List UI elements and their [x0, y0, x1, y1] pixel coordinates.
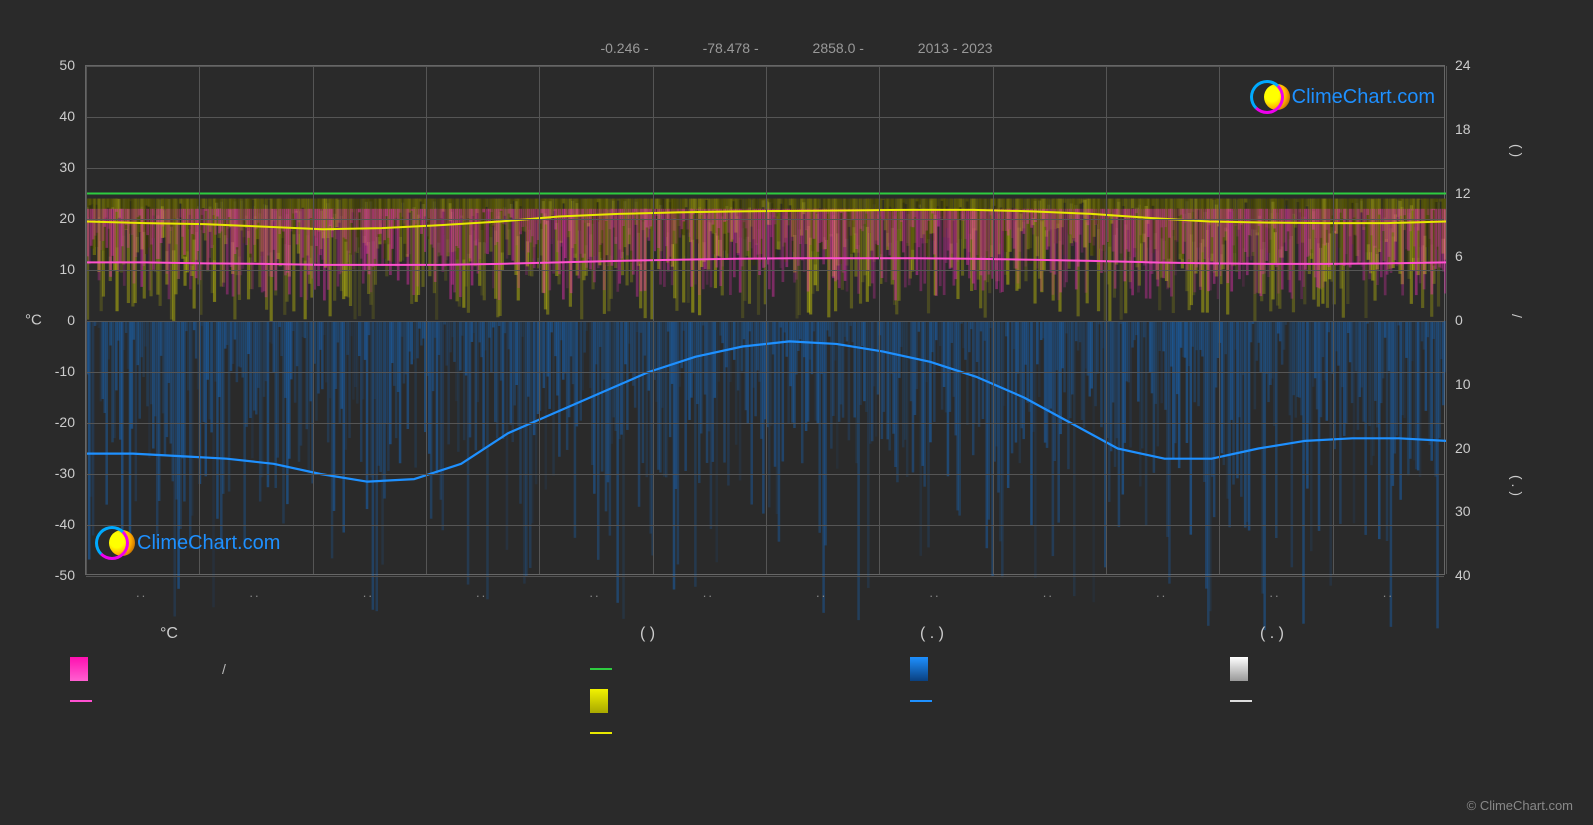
swatch-blue-line	[910, 700, 932, 702]
y-tick-left: 30	[35, 159, 75, 175]
legend-sun-actual	[590, 722, 870, 744]
y-tick-left: 0	[35, 312, 75, 328]
legend-snow-bar	[1230, 658, 1470, 680]
logo-icon	[95, 526, 129, 560]
y-tick-left: 10	[35, 261, 75, 277]
legend-snow-line	[1230, 690, 1470, 712]
x-tick: ..	[1156, 585, 1167, 600]
line-layer	[86, 66, 1444, 574]
x-tick: ..	[476, 585, 487, 600]
plot-area	[85, 65, 1445, 575]
legend-precip-bar	[910, 658, 1190, 680]
y-tick-left: 20	[35, 210, 75, 226]
legend-header-precip: ( . )	[790, 625, 1110, 643]
y-tick-left: -40	[35, 516, 75, 532]
x-tick: ..	[1043, 585, 1054, 600]
y-tick-right: 40	[1455, 567, 1495, 583]
y-tick-right: 10	[1455, 376, 1495, 392]
swatch-green-line	[590, 668, 612, 670]
legend-header-sun: ( )	[510, 625, 790, 643]
brand-logo-bottom: ClimeChart.com	[95, 526, 280, 560]
y-tick-left: 40	[35, 108, 75, 124]
right-unit-3: ( . )	[1509, 475, 1525, 496]
y-tick-right: 24	[1455, 57, 1495, 73]
header-lon: -78.478 -	[703, 40, 759, 56]
swatch-yellow	[590, 689, 608, 713]
x-tick: ..	[816, 585, 827, 600]
logo-icon	[1250, 80, 1284, 114]
x-tick: ..	[703, 585, 714, 600]
right-unit-1: ( )	[1509, 144, 1525, 157]
chart-header: -0.246 - -78.478 - 2858.0 - 2013 - 2023	[0, 40, 1593, 56]
x-tick: ..	[589, 585, 600, 600]
x-tick: ..	[136, 585, 147, 600]
header-years: 2013 - 2023	[918, 40, 993, 56]
legend-temp-range-label: /	[222, 661, 226, 677]
swatch-yellow-line	[590, 732, 612, 734]
y-axis-right-labels: ( ) / ( . )	[1509, 65, 1525, 575]
legend-sun-band	[590, 690, 870, 712]
x-tick: ..	[1383, 585, 1394, 600]
legend-sun-max	[590, 658, 870, 680]
y-tick-right: 6	[1455, 248, 1495, 264]
brand-text: ClimeChart.com	[137, 532, 280, 555]
x-tick: ..	[249, 585, 260, 600]
y-tick-right: 0	[1455, 312, 1495, 328]
y-tick-right: 20	[1455, 440, 1495, 456]
y-tick-left: -50	[35, 567, 75, 583]
y-tick-left: 50	[35, 57, 75, 73]
y-tick-right: 18	[1455, 121, 1495, 137]
brand-text: ClimeChart.com	[1292, 86, 1435, 109]
legend-header-snow: ( . )	[1110, 625, 1390, 643]
copyright: © ClimeChart.com	[1467, 798, 1573, 813]
swatch-pink	[70, 657, 88, 681]
brand-logo-top: ClimeChart.com	[1250, 80, 1435, 114]
y-tick-left: -30	[35, 465, 75, 481]
right-unit-2: /	[1509, 314, 1525, 318]
header-elev: 2858.0 -	[813, 40, 864, 56]
y-tick-left: -10	[35, 363, 75, 379]
legend-header-temp: °C	[70, 625, 510, 643]
swatch-white	[1230, 657, 1248, 681]
y-tick-right: 12	[1455, 185, 1495, 201]
swatch-magenta-line	[70, 700, 92, 702]
legend-temp-range: /	[70, 658, 510, 680]
legend: °C ( ) ( . ) ( . ) /	[70, 625, 1510, 744]
x-tick: ..	[363, 585, 374, 600]
legend-temp-mean	[70, 690, 510, 712]
y-tick-left: -20	[35, 414, 75, 430]
y-tick-right: 30	[1455, 503, 1495, 519]
swatch-white-line	[1230, 700, 1252, 702]
header-lat: -0.246 -	[600, 40, 648, 56]
legend-precip-line	[910, 690, 1190, 712]
chart-container: °C ( ) / ( . ) ClimeChart.com ClimeChart…	[85, 65, 1445, 575]
x-tick: ..	[929, 585, 940, 600]
swatch-blue	[910, 657, 928, 681]
x-tick: ..	[1269, 585, 1280, 600]
